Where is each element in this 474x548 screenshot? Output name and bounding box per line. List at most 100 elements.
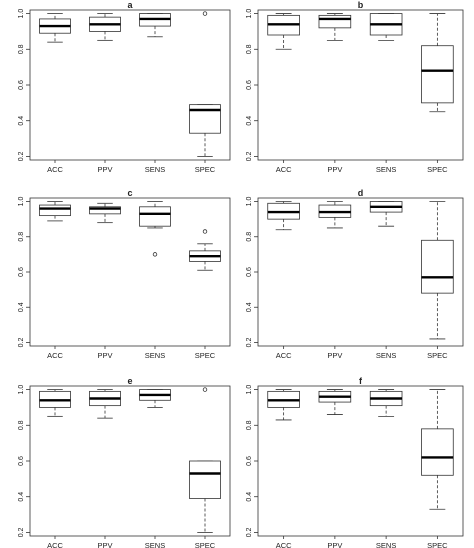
x-category-label: PPV bbox=[327, 541, 342, 548]
box-sens bbox=[369, 13, 403, 41]
y-tick-label: 0.2 bbox=[18, 151, 25, 161]
x-category-label: ACC bbox=[276, 351, 292, 360]
iqr-box bbox=[39, 204, 71, 217]
y-tick-label: 0.8 bbox=[18, 420, 25, 430]
x-category-label: SENS bbox=[376, 541, 396, 548]
y-tick-label: 0.2 bbox=[246, 338, 253, 348]
y-tick-label: 0.4 bbox=[18, 302, 25, 312]
y-tick-label: 1.0 bbox=[246, 385, 253, 395]
x-category-label: SENS bbox=[376, 351, 396, 360]
box-sens bbox=[369, 201, 403, 227]
iqr-box bbox=[189, 460, 221, 499]
y-tick-label: 0.6 bbox=[18, 80, 25, 90]
outlier-point bbox=[202, 11, 208, 16]
box-sens bbox=[139, 13, 171, 38]
y-tick-label: 0.8 bbox=[18, 232, 25, 242]
y-tick-label: 0.6 bbox=[246, 456, 253, 466]
x-category-label: SPEC bbox=[427, 541, 448, 548]
y-tick-label: 0.4 bbox=[246, 116, 253, 126]
iqr-box bbox=[421, 45, 454, 104]
box-acc bbox=[267, 201, 300, 231]
panel-c: c 0.2 0.4 0.6 0.8 1.0 ACC PPV SENS SPEC bbox=[18, 188, 231, 360]
x-category-label: SPEC bbox=[427, 351, 448, 360]
y-tick-label: 0.6 bbox=[246, 80, 253, 90]
x-category-label: SENS bbox=[145, 541, 165, 548]
panel-b: b 0.2 0.4 0.6 0.8 1.0 ACC PPV SENS SPEC bbox=[246, 0, 464, 174]
x-category-label: SENS bbox=[145, 351, 165, 360]
box-ppv bbox=[89, 389, 121, 419]
box-ppv bbox=[318, 201, 352, 229]
x-category-label: SPEC bbox=[195, 351, 216, 360]
box-ppv bbox=[318, 13, 352, 41]
x-category-label: ACC bbox=[276, 541, 292, 548]
box-spec bbox=[421, 389, 454, 510]
x-category-label: SPEC bbox=[195, 165, 216, 174]
x-category-label: ACC bbox=[276, 165, 292, 174]
panel-e: e 0.2 0.4 0.6 0.8 1.0 ACC PPV SENS SPEC bbox=[18, 376, 231, 548]
iqr-box bbox=[89, 206, 121, 215]
iqr-box bbox=[139, 206, 171, 227]
y-tick-label: 0.8 bbox=[246, 44, 253, 54]
y-tick-label: 0.6 bbox=[18, 456, 25, 466]
x-category-label: PPV bbox=[97, 541, 112, 548]
iqr-box bbox=[421, 428, 454, 476]
x-category-label: SPEC bbox=[427, 165, 448, 174]
box-sens bbox=[369, 389, 403, 417]
x-category-label: PPV bbox=[327, 351, 342, 360]
outlier-point bbox=[202, 387, 208, 392]
panel-a: a 0.2 0.4 0.6 0.8 1.0 ACC PPV SENS SPEC bbox=[18, 0, 231, 174]
x-category-label: ACC bbox=[47, 351, 63, 360]
box-spec bbox=[421, 201, 454, 340]
y-tick-label: 1.0 bbox=[18, 385, 25, 395]
box-acc bbox=[267, 13, 300, 50]
y-tick-label: 0.6 bbox=[246, 267, 253, 277]
box-spec bbox=[421, 13, 454, 113]
x-category-label: SENS bbox=[376, 165, 396, 174]
y-tick-label: 0.8 bbox=[18, 44, 25, 54]
box-sens bbox=[139, 201, 171, 257]
box-spec bbox=[189, 229, 221, 271]
box-acc bbox=[39, 13, 71, 43]
box-acc bbox=[39, 201, 71, 222]
box-ppv bbox=[89, 202, 121, 224]
box-acc bbox=[39, 389, 71, 417]
y-tick-label: 0.4 bbox=[18, 116, 25, 126]
y-tick-label: 1.0 bbox=[18, 197, 25, 207]
panel-label: d bbox=[358, 188, 364, 198]
box-acc bbox=[267, 389, 300, 421]
panel-label: e bbox=[127, 376, 132, 386]
x-category-label: SENS bbox=[145, 165, 165, 174]
y-tick-label: 1.0 bbox=[246, 197, 253, 207]
y-tick-label: 0.2 bbox=[246, 527, 253, 537]
x-category-label: ACC bbox=[47, 165, 63, 174]
y-tick-label: 0.4 bbox=[246, 492, 253, 502]
y-tick-label: 0.2 bbox=[246, 151, 253, 161]
y-tick-label: 1.0 bbox=[246, 9, 253, 19]
box-sens bbox=[139, 389, 171, 408]
box-ppv bbox=[89, 13, 121, 41]
x-category-label: PPV bbox=[327, 165, 342, 174]
panel-label: b bbox=[358, 0, 364, 10]
box-spec bbox=[189, 387, 221, 533]
y-tick-label: 0.4 bbox=[246, 302, 253, 312]
panel-label: f bbox=[359, 376, 363, 386]
x-category-label: ACC bbox=[47, 541, 63, 548]
box-ppv bbox=[318, 389, 352, 415]
outlier-point bbox=[202, 229, 208, 234]
panel-d: d 0.2 0.4 0.6 0.8 1.0 ACC PPV SENS SPEC bbox=[246, 188, 464, 360]
panel-label: a bbox=[127, 0, 133, 10]
x-category-label: SPEC bbox=[195, 541, 216, 548]
x-category-label: PPV bbox=[97, 165, 112, 174]
plot-frame bbox=[29, 197, 231, 347]
y-tick-label: 0.8 bbox=[246, 232, 253, 242]
outlier-point bbox=[152, 252, 158, 257]
box-spec bbox=[189, 11, 221, 157]
y-tick-label: 0.2 bbox=[18, 527, 25, 537]
y-tick-label: 1.0 bbox=[18, 9, 25, 19]
iqr-box bbox=[318, 14, 352, 29]
iqr-box bbox=[421, 239, 454, 294]
panel-f: f 0.2 0.4 0.6 0.8 1.0 ACC PPV SENS SPEC bbox=[246, 376, 464, 548]
y-tick-label: 0.2 bbox=[18, 338, 25, 348]
y-tick-label: 0.4 bbox=[18, 492, 25, 502]
panel-label: c bbox=[127, 188, 132, 198]
